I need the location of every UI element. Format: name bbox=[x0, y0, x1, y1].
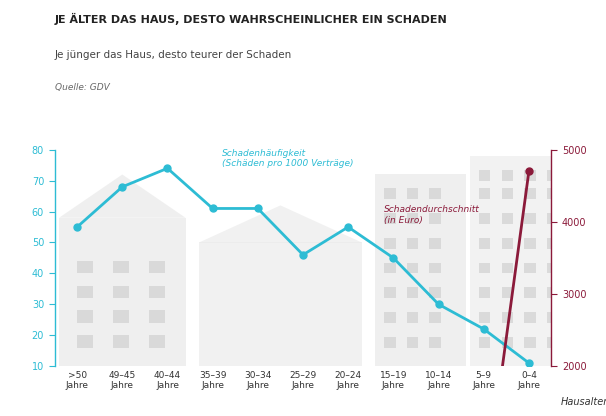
Bar bbox=[502, 213, 513, 224]
Bar bbox=[59, 218, 185, 366]
Bar bbox=[547, 262, 558, 273]
Polygon shape bbox=[59, 174, 185, 218]
Bar bbox=[113, 310, 129, 323]
Bar bbox=[384, 188, 396, 199]
Bar bbox=[77, 335, 93, 347]
Bar bbox=[199, 243, 362, 366]
Bar bbox=[407, 238, 418, 249]
Text: Je jünger das Haus, desto teurer der Schaden: Je jünger das Haus, desto teurer der Sch… bbox=[55, 50, 292, 60]
Bar bbox=[524, 312, 536, 323]
Bar bbox=[524, 238, 536, 249]
Bar bbox=[524, 188, 536, 199]
Bar bbox=[479, 238, 490, 249]
Polygon shape bbox=[199, 206, 362, 243]
Bar bbox=[407, 287, 418, 298]
Bar bbox=[524, 213, 536, 224]
Bar bbox=[384, 213, 396, 224]
Bar bbox=[77, 261, 93, 273]
Bar bbox=[547, 188, 558, 199]
Bar bbox=[470, 156, 588, 366]
Bar bbox=[113, 261, 129, 273]
Bar bbox=[547, 170, 558, 181]
Bar bbox=[502, 312, 513, 323]
Bar bbox=[150, 286, 165, 298]
Text: Schadenhäufigkeit
(Schäden pro 1000 Verträge): Schadenhäufigkeit (Schäden pro 1000 Vert… bbox=[222, 149, 353, 168]
Bar bbox=[384, 287, 396, 298]
Text: Schadendurchschnitt
(in Euro): Schadendurchschnitt (in Euro) bbox=[384, 206, 480, 225]
Bar bbox=[524, 337, 536, 347]
Bar bbox=[502, 238, 513, 249]
Bar bbox=[430, 262, 441, 273]
Bar bbox=[479, 337, 490, 347]
Bar bbox=[547, 312, 558, 323]
Bar bbox=[407, 312, 418, 323]
Bar bbox=[150, 261, 165, 273]
Bar bbox=[502, 170, 513, 181]
Bar bbox=[77, 286, 93, 298]
Bar bbox=[479, 170, 490, 181]
Bar bbox=[407, 213, 418, 224]
Bar bbox=[407, 337, 418, 347]
Bar bbox=[384, 312, 396, 323]
Bar bbox=[502, 262, 513, 273]
Bar bbox=[547, 238, 558, 249]
Bar bbox=[430, 312, 441, 323]
Bar bbox=[479, 287, 490, 298]
Bar bbox=[547, 213, 558, 224]
Bar bbox=[430, 188, 441, 199]
Bar bbox=[384, 337, 396, 347]
Bar bbox=[502, 287, 513, 298]
Bar bbox=[407, 262, 418, 273]
Bar bbox=[479, 188, 490, 199]
Bar bbox=[479, 262, 490, 273]
Bar bbox=[77, 310, 93, 323]
Bar bbox=[524, 170, 536, 181]
Bar bbox=[407, 188, 418, 199]
Text: JE ÄLTER DAS HAUS, DESTO WAHRSCHEINLICHER EIN SCHADEN: JE ÄLTER DAS HAUS, DESTO WAHRSCHEINLICHE… bbox=[55, 12, 447, 25]
Bar bbox=[524, 287, 536, 298]
Bar bbox=[430, 287, 441, 298]
Bar bbox=[375, 174, 465, 366]
Bar bbox=[113, 286, 129, 298]
Bar bbox=[113, 335, 129, 347]
Bar bbox=[430, 238, 441, 249]
Bar bbox=[479, 213, 490, 224]
Bar bbox=[430, 337, 441, 347]
Bar bbox=[502, 337, 513, 347]
Bar bbox=[430, 213, 441, 224]
Bar bbox=[502, 188, 513, 199]
Bar bbox=[524, 262, 536, 273]
Bar bbox=[384, 238, 396, 249]
Bar bbox=[384, 262, 396, 273]
Bar bbox=[150, 310, 165, 323]
Bar bbox=[547, 337, 558, 347]
Text: Quelle: GDV: Quelle: GDV bbox=[55, 83, 109, 92]
Text: Hausalter: Hausalter bbox=[561, 397, 606, 407]
Bar bbox=[479, 312, 490, 323]
Bar bbox=[547, 287, 558, 298]
Bar bbox=[150, 335, 165, 347]
